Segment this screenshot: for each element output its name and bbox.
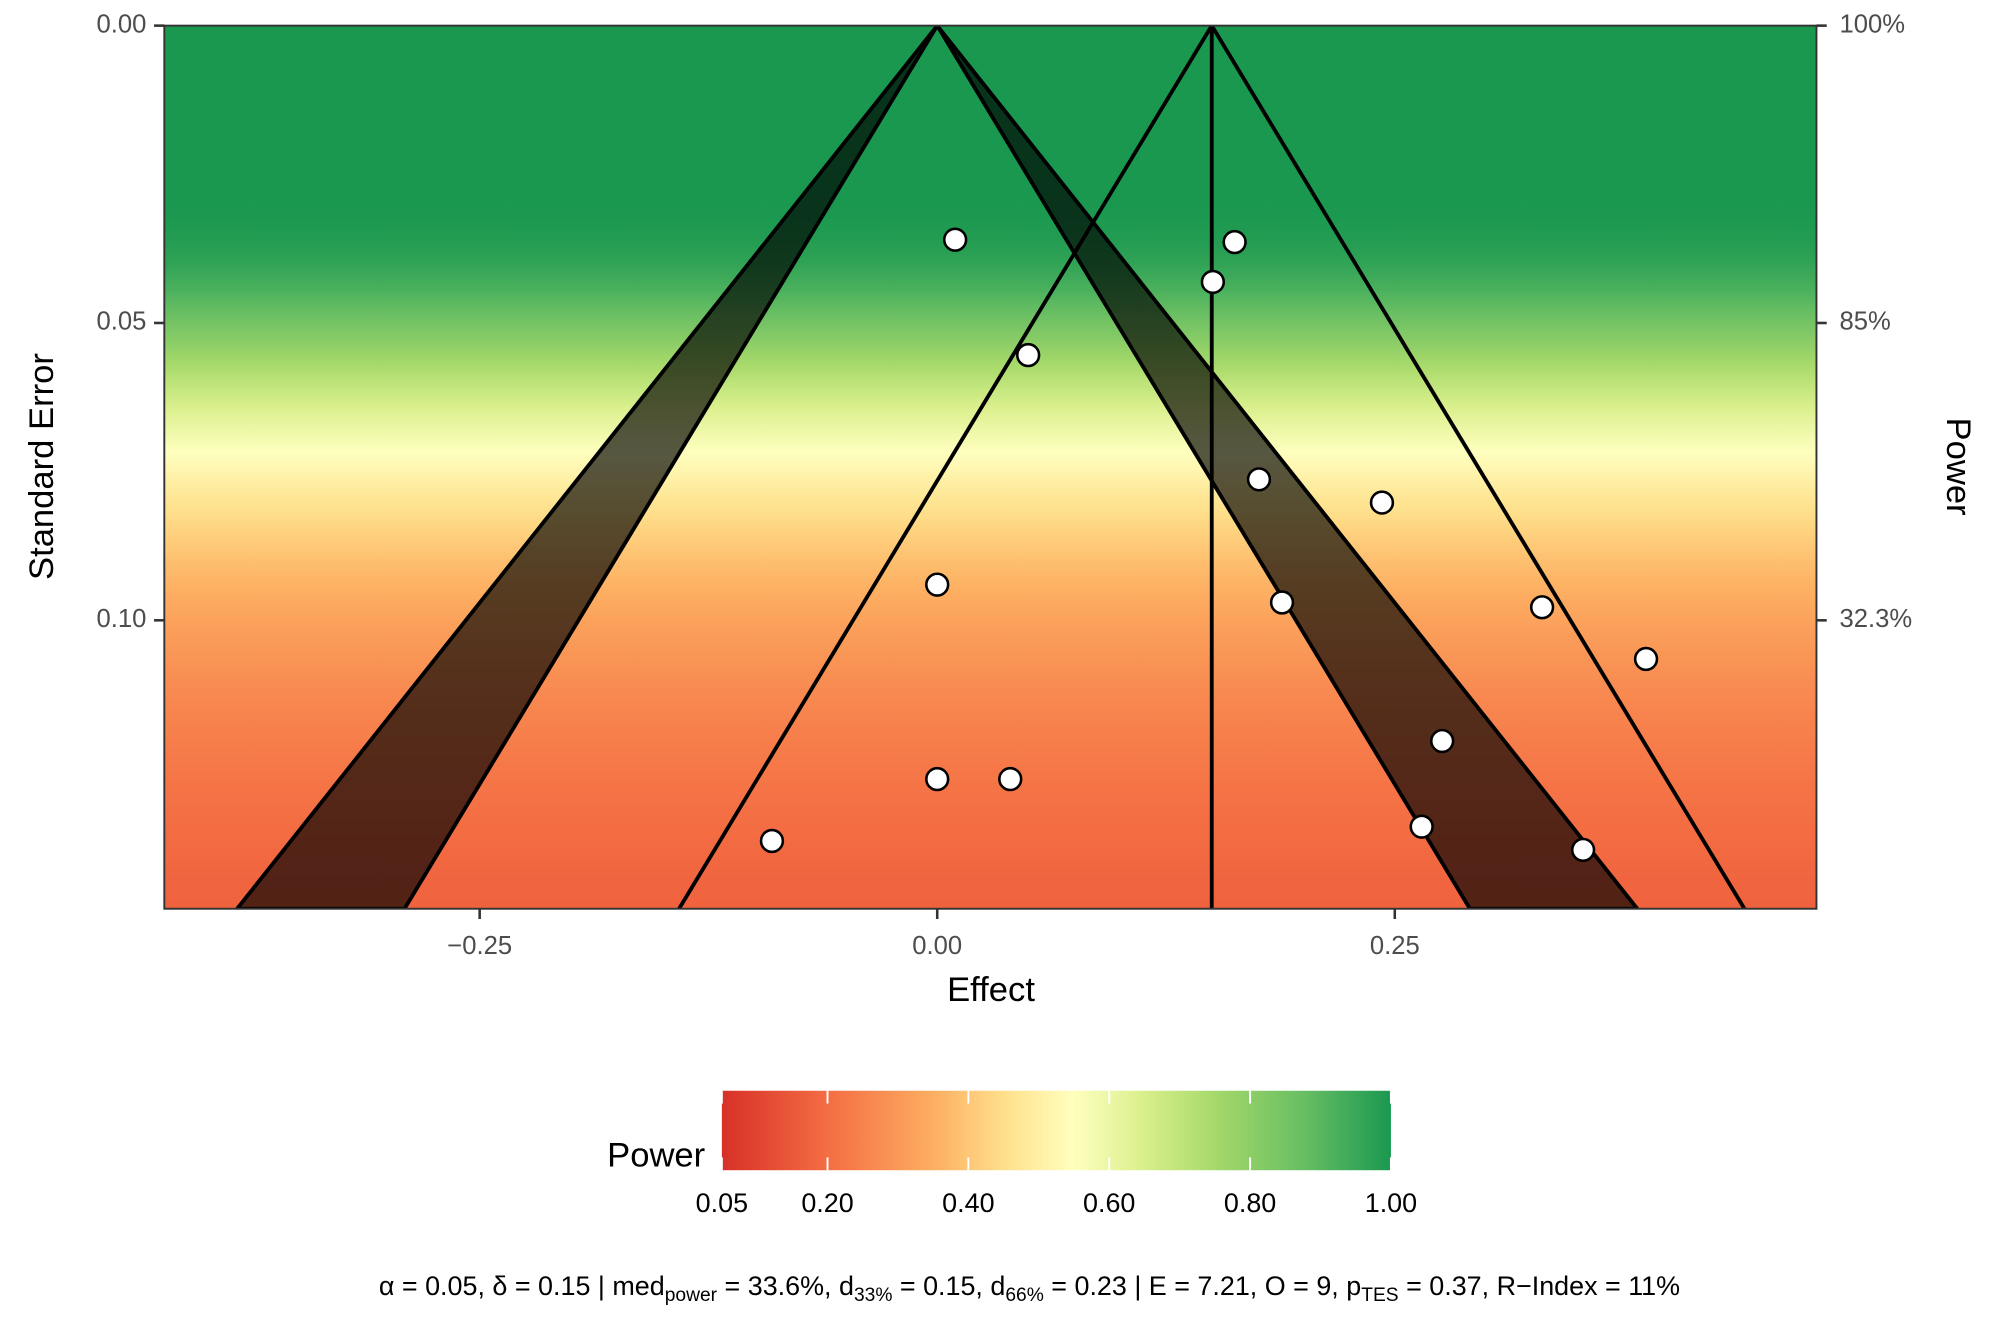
data-point (1529, 595, 1555, 620)
data-point (1269, 590, 1295, 615)
colorbar-tick-label: 0.40 (942, 1188, 994, 1218)
data-point (998, 766, 1023, 792)
colorbar-tick-label: 0.80 (1224, 1188, 1276, 1218)
colorbar-tick-label: 1.00 (1365, 1188, 1417, 1218)
caption-text: = 33.6%, d (717, 1271, 854, 1301)
data-point (925, 572, 950, 597)
caption-subscript: 33% (854, 1285, 892, 1306)
caption-subscript: 66% (1005, 1285, 1043, 1306)
significance-band (234, 25, 939, 909)
plot-border (163, 24, 1818, 910)
x-tick-label: 0.25 (1370, 932, 1420, 960)
y-tick-label: 0.10 (96, 605, 146, 633)
data-point (925, 766, 950, 792)
y2-tick-label: 100% (1840, 10, 1906, 38)
data-point (1409, 814, 1434, 839)
data-point (1570, 837, 1596, 863)
y-axis-title: Standard Error (23, 353, 61, 580)
colorbar-tick-label: 0.20 (801, 1188, 853, 1218)
data-point (1200, 269, 1226, 295)
colorbar-tick-label: 0.60 (1083, 1188, 1135, 1218)
y-tick-label: 0.05 (96, 308, 146, 336)
data-point (1430, 728, 1455, 754)
data-point (1222, 229, 1247, 255)
caption-subscript: TES (1361, 1285, 1398, 1306)
colorbar-tick-label: 0.05 (696, 1188, 748, 1218)
data-point (1633, 646, 1659, 672)
data-point (1246, 467, 1272, 492)
caption-text: α = 0.05, δ = 0.15 | med (379, 1271, 665, 1301)
x-tick-label: 0.00 (912, 932, 962, 960)
data-point (1369, 490, 1395, 515)
caption: α = 0.05, δ = 0.15 | medpower​ = 33.6%, … (379, 1271, 1680, 1306)
legend-title: Power (607, 1137, 705, 1175)
caption-text: = 0.37, R−Index = 11% (1399, 1271, 1680, 1301)
colorbar (721, 1090, 1391, 1171)
power-funnel-line (1210, 25, 1747, 909)
data-point (942, 227, 968, 252)
y-tick-label: 0.00 (96, 10, 146, 38)
x-tick-label: −0.25 (447, 932, 512, 960)
y2-tick-label: 32.3% (1840, 605, 1913, 633)
x-axis-title: Effect (947, 971, 1035, 1009)
caption-text: = 0.23 | E = 7.21, O = 9, p (1044, 1271, 1361, 1301)
data-point (1016, 342, 1041, 368)
significance-band (935, 25, 1640, 909)
y2-axis-title: Power (1939, 418, 1977, 516)
funnels (234, 25, 1747, 909)
data-point (759, 828, 785, 854)
power-funnel-line (677, 25, 1214, 909)
caption-text: = 0.15, d (892, 1271, 1005, 1301)
caption-subscript: power (665, 1285, 718, 1306)
y2-tick-label: 85% (1840, 308, 1891, 336)
